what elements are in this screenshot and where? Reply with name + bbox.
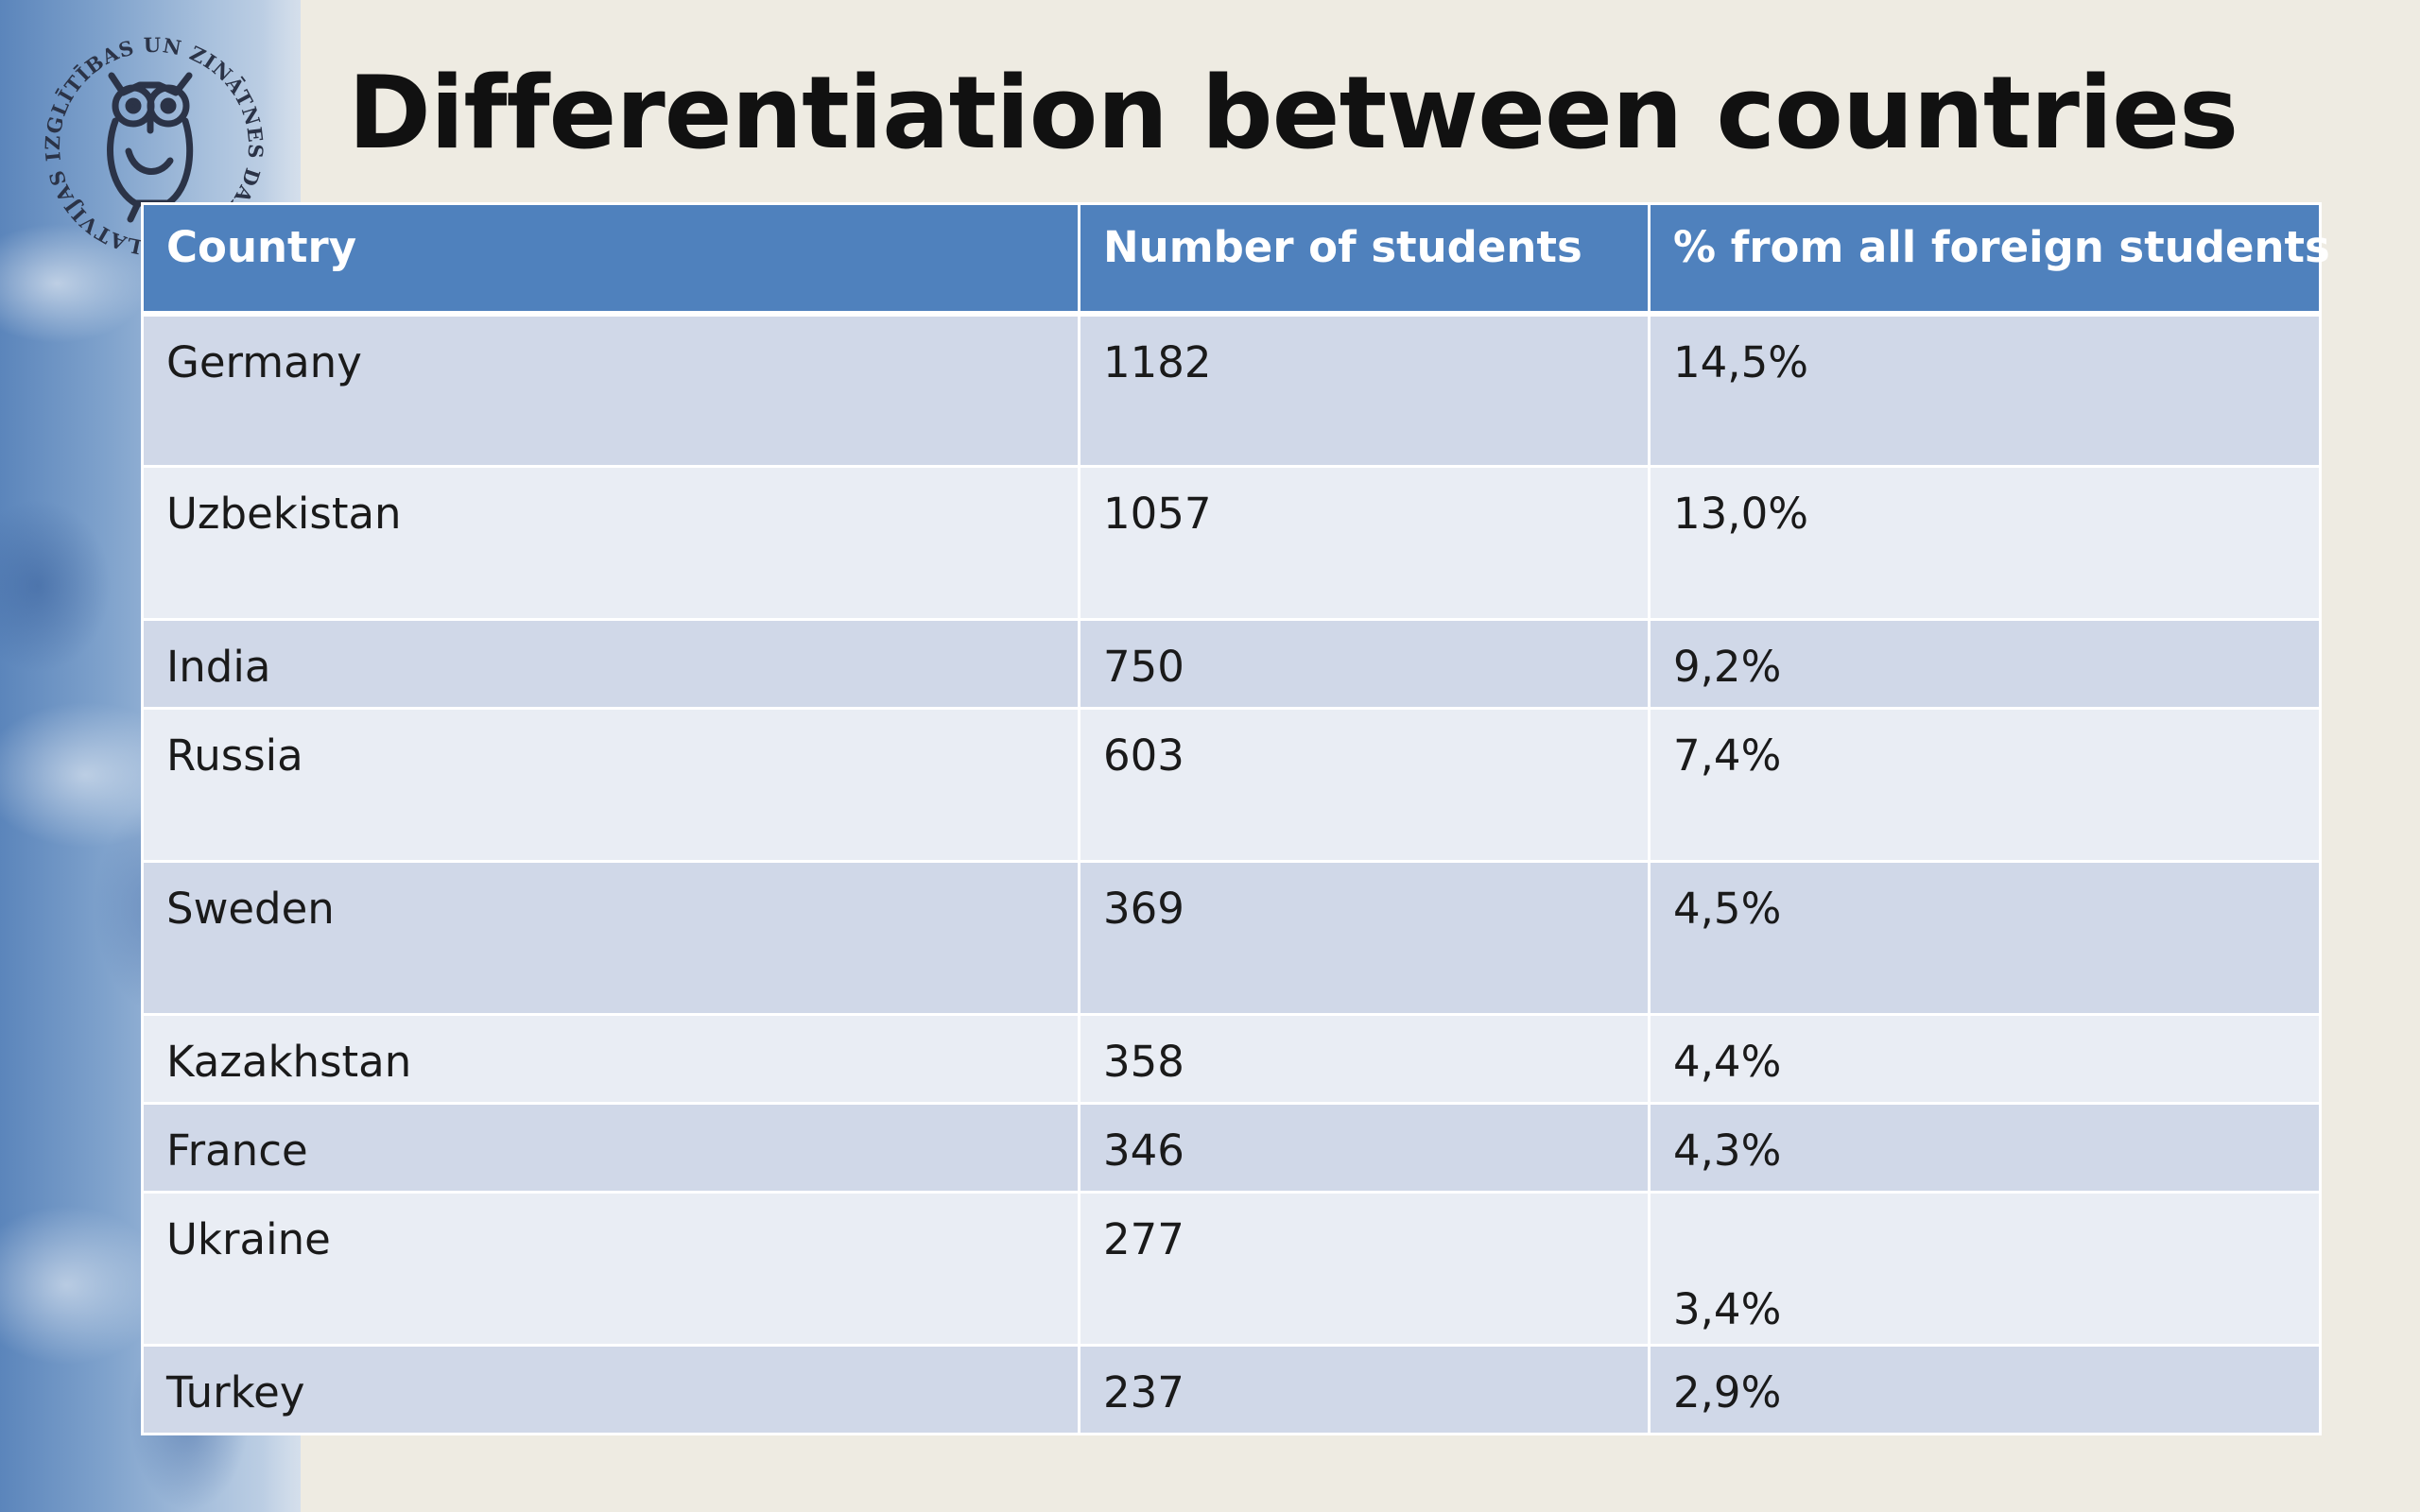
column-header-percent-of-foreign-students: % from all foreign students	[1648, 202, 2330, 317]
slide-title: Differentiation between countries	[348, 55, 2238, 171]
table-row: Germany 1182 14,5%	[141, 312, 2322, 468]
table-row: Ukraine 277 3,4%	[141, 1191, 2322, 1347]
table-row: India 750 9,2%	[141, 618, 2322, 710]
students-cell: 358	[1078, 1013, 1651, 1105]
students-cell: 1057	[1078, 465, 1651, 621]
table-header-row: Country Number of students % from all fo…	[141, 202, 2330, 317]
percent-cell: 7,4%	[1648, 707, 2322, 863]
table-row: Russia 603 7,4%	[141, 707, 2322, 863]
country-cell: Russia	[141, 707, 1080, 863]
country-cell: Uzbekistan	[141, 465, 1080, 621]
percent-cell: 14,5%	[1648, 312, 2322, 468]
percent-cell: 2,9%	[1648, 1344, 2322, 1435]
country-cell: Sweden	[141, 860, 1080, 1016]
table-row: Sweden 369 4,5%	[141, 860, 2322, 1016]
students-cell: 1182	[1078, 312, 1651, 468]
country-cell: Ukraine	[141, 1191, 1080, 1347]
country-cell: France	[141, 1102, 1080, 1194]
students-by-country-table: Country Number of students % from all fo…	[141, 202, 2330, 1435]
table-row: Kazakhstan 358 4,4%	[141, 1013, 2322, 1105]
percent-cell: 3,4%	[1648, 1191, 2322, 1347]
percent-cell: 13,0%	[1648, 465, 2322, 621]
country-cell: Germany	[141, 312, 1080, 468]
country-cell: India	[141, 618, 1080, 710]
students-cell: 346	[1078, 1102, 1651, 1194]
table-row: Turkey 237 2,9%	[141, 1344, 2322, 1435]
percent-cell: 4,3%	[1648, 1102, 2322, 1194]
students-cell: 237	[1078, 1344, 1651, 1435]
owl-icon	[107, 72, 194, 223]
students-cell: 750	[1078, 618, 1651, 710]
percent-cell: 4,4%	[1648, 1013, 2322, 1105]
table-row: France 346 4,3%	[141, 1102, 2322, 1194]
students-cell: 603	[1078, 707, 1651, 863]
column-header-country: Country	[141, 202, 1080, 317]
column-header-number-of-students: Number of students	[1078, 202, 1651, 317]
students-cell: 277	[1078, 1191, 1651, 1347]
country-cell: Turkey	[141, 1344, 1080, 1435]
table-row: Uzbekistan 1057 13,0%	[141, 465, 2322, 621]
percent-cell: 9,2%	[1648, 618, 2322, 710]
students-cell: 369	[1078, 860, 1651, 1016]
country-cell: Kazakhstan	[141, 1013, 1080, 1105]
percent-cell: 4,5%	[1648, 860, 2322, 1016]
